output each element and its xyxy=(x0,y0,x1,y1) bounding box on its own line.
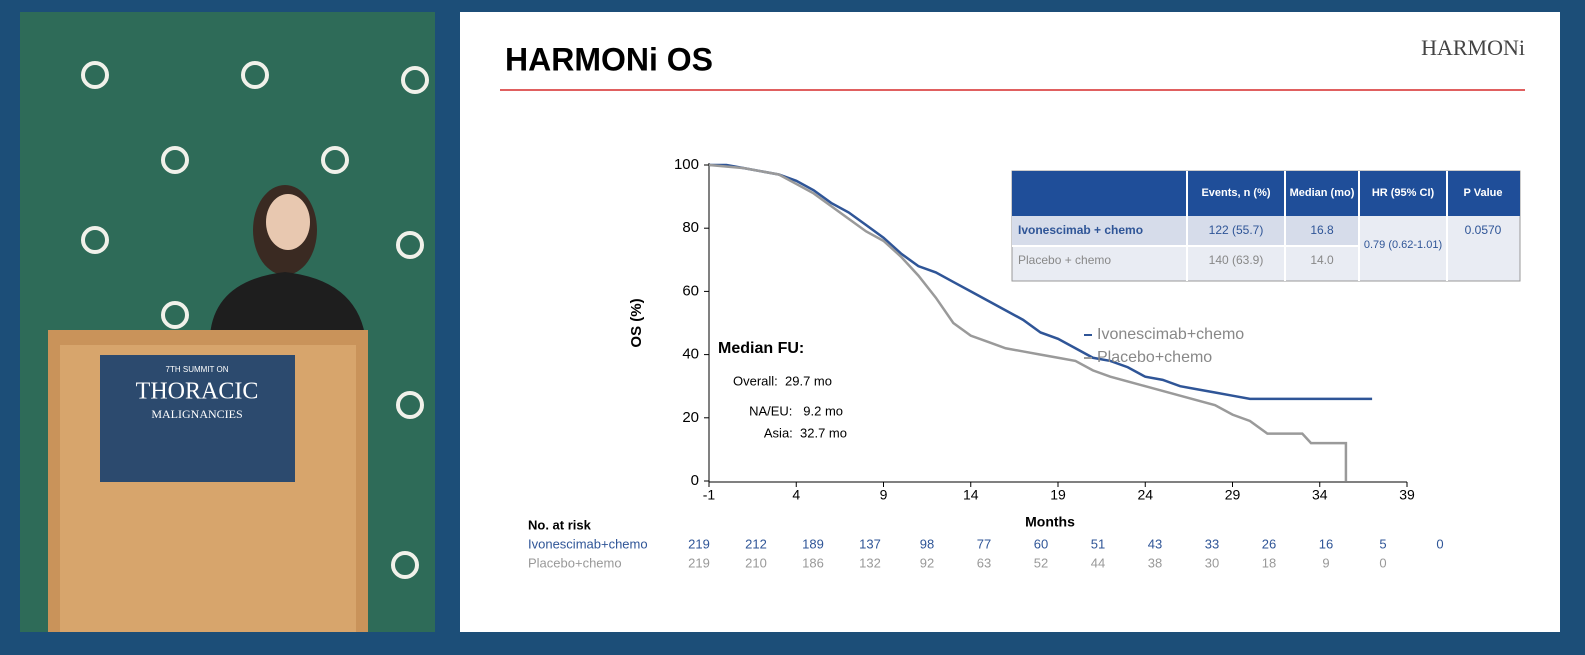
at-risk-value: 219 xyxy=(688,536,710,551)
table-cell: Ivonescimab + chemo xyxy=(1018,223,1143,237)
x-tick-label: 24 xyxy=(1137,487,1153,503)
table-cell: 14.0 xyxy=(1310,253,1334,267)
sign-text: MALIGNANCIES xyxy=(151,407,242,421)
table-lines xyxy=(1012,171,1448,281)
y-axis-label: OS (%) xyxy=(628,298,645,347)
at-risk-value: 43 xyxy=(1148,536,1162,551)
y-tick-label: 40 xyxy=(682,346,699,363)
x-tick-label: 9 xyxy=(880,487,888,503)
table-header-cell: Events, n (%) xyxy=(1201,187,1270,199)
x-tick-label: 4 xyxy=(792,487,800,503)
slide xyxy=(460,12,1560,632)
y-tick-label: 60 xyxy=(682,282,699,299)
at-risk-name: Placebo+chemo xyxy=(528,555,622,570)
at-risk-value: 137 xyxy=(859,536,881,551)
km-curve xyxy=(708,163,1348,481)
annotation: Asia: 32.7 mo xyxy=(764,425,847,440)
x-tick-label: 14 xyxy=(963,487,979,503)
at-risk-value: 30 xyxy=(1205,555,1219,570)
sign-text: 7TH SUMMIT ON xyxy=(166,365,229,374)
x-tick-label: -1 xyxy=(703,487,716,503)
x-axis-label: Months xyxy=(1025,514,1075,530)
annotation: Overall: 29.7 mo xyxy=(733,373,832,388)
annotation: NA/EU: 9.2 mo xyxy=(749,403,843,418)
table-cell: 0.79 (0.62-1.01) xyxy=(1364,239,1442,251)
at-risk-value: 98 xyxy=(920,536,934,551)
at-risk-value: 33 xyxy=(1205,536,1219,551)
at-risk-value: 132 xyxy=(859,555,881,570)
at-risk-value: 60 xyxy=(1034,536,1048,551)
table-cell: 140 (63.9) xyxy=(1209,253,1264,267)
table-header-cell: Median (mo) xyxy=(1290,187,1355,199)
at-risk-value: 44 xyxy=(1091,555,1105,570)
table-cell: 122 (55.7) xyxy=(1209,223,1264,237)
table-header xyxy=(1012,171,1520,216)
table-header-cell: HR (95% CI) xyxy=(1372,187,1435,199)
at-risk-name: Ivonescimab+chemo xyxy=(528,536,648,551)
km-curve xyxy=(709,163,1373,401)
table-cell: 0.0570 xyxy=(1465,223,1502,237)
annotation: Median FU: xyxy=(718,340,804,357)
x-tick-label: 29 xyxy=(1225,487,1241,503)
y-tick-label: 0 xyxy=(691,472,699,489)
table-cell: Placebo + chemo xyxy=(1018,253,1111,267)
y-tick-label: 20 xyxy=(682,409,699,426)
x-tick-label: 39 xyxy=(1399,487,1415,503)
at-risk-value: 77 xyxy=(977,536,991,551)
slide-title: HARMONi OS xyxy=(505,41,713,77)
at-risk-value: 52 xyxy=(1034,555,1048,570)
at-risk-value: 210 xyxy=(745,555,767,570)
podium-sign xyxy=(100,355,295,482)
x-tick-label: 34 xyxy=(1312,487,1328,503)
backdrop-logos xyxy=(81,61,429,579)
x-tick-label: 19 xyxy=(1050,487,1066,503)
at-risk-value: 189 xyxy=(802,536,824,551)
at-risk-value: 219 xyxy=(688,555,710,570)
at-risk-value: 212 xyxy=(745,536,767,551)
at-risk-value: 38 xyxy=(1148,555,1162,570)
at-risk-value: 9 xyxy=(1322,555,1329,570)
at-risk-value: 0 xyxy=(1379,555,1386,570)
at-risk-title: No. at risk xyxy=(528,517,592,532)
at-risk-value: 92 xyxy=(920,555,934,570)
at-risk-value: 26 xyxy=(1262,536,1276,551)
at-risk-value: 186 xyxy=(802,555,824,570)
at-risk-value: 5 xyxy=(1379,536,1386,551)
at-risk-value: 63 xyxy=(977,555,991,570)
y-tick-label: 80 xyxy=(682,219,699,236)
table-cell: 16.8 xyxy=(1310,223,1334,237)
sign-text: THORACIC xyxy=(136,379,259,405)
at-risk-value: 51 xyxy=(1091,536,1105,551)
legend-label: Ivonescimab+chemo xyxy=(1097,326,1244,343)
at-risk-value: 16 xyxy=(1319,536,1333,551)
person-body xyxy=(210,272,365,335)
table-header-cell: P Value xyxy=(1464,187,1503,199)
at-risk-value: 0 xyxy=(1436,536,1443,551)
logo: HARMONi xyxy=(1421,35,1525,60)
legend-label: Placebo+chemo xyxy=(1097,349,1212,366)
table-row xyxy=(1012,216,1359,246)
at-risk-value: 18 xyxy=(1262,555,1276,570)
y-tick-label: 100 xyxy=(674,156,699,173)
person-face xyxy=(266,194,310,250)
